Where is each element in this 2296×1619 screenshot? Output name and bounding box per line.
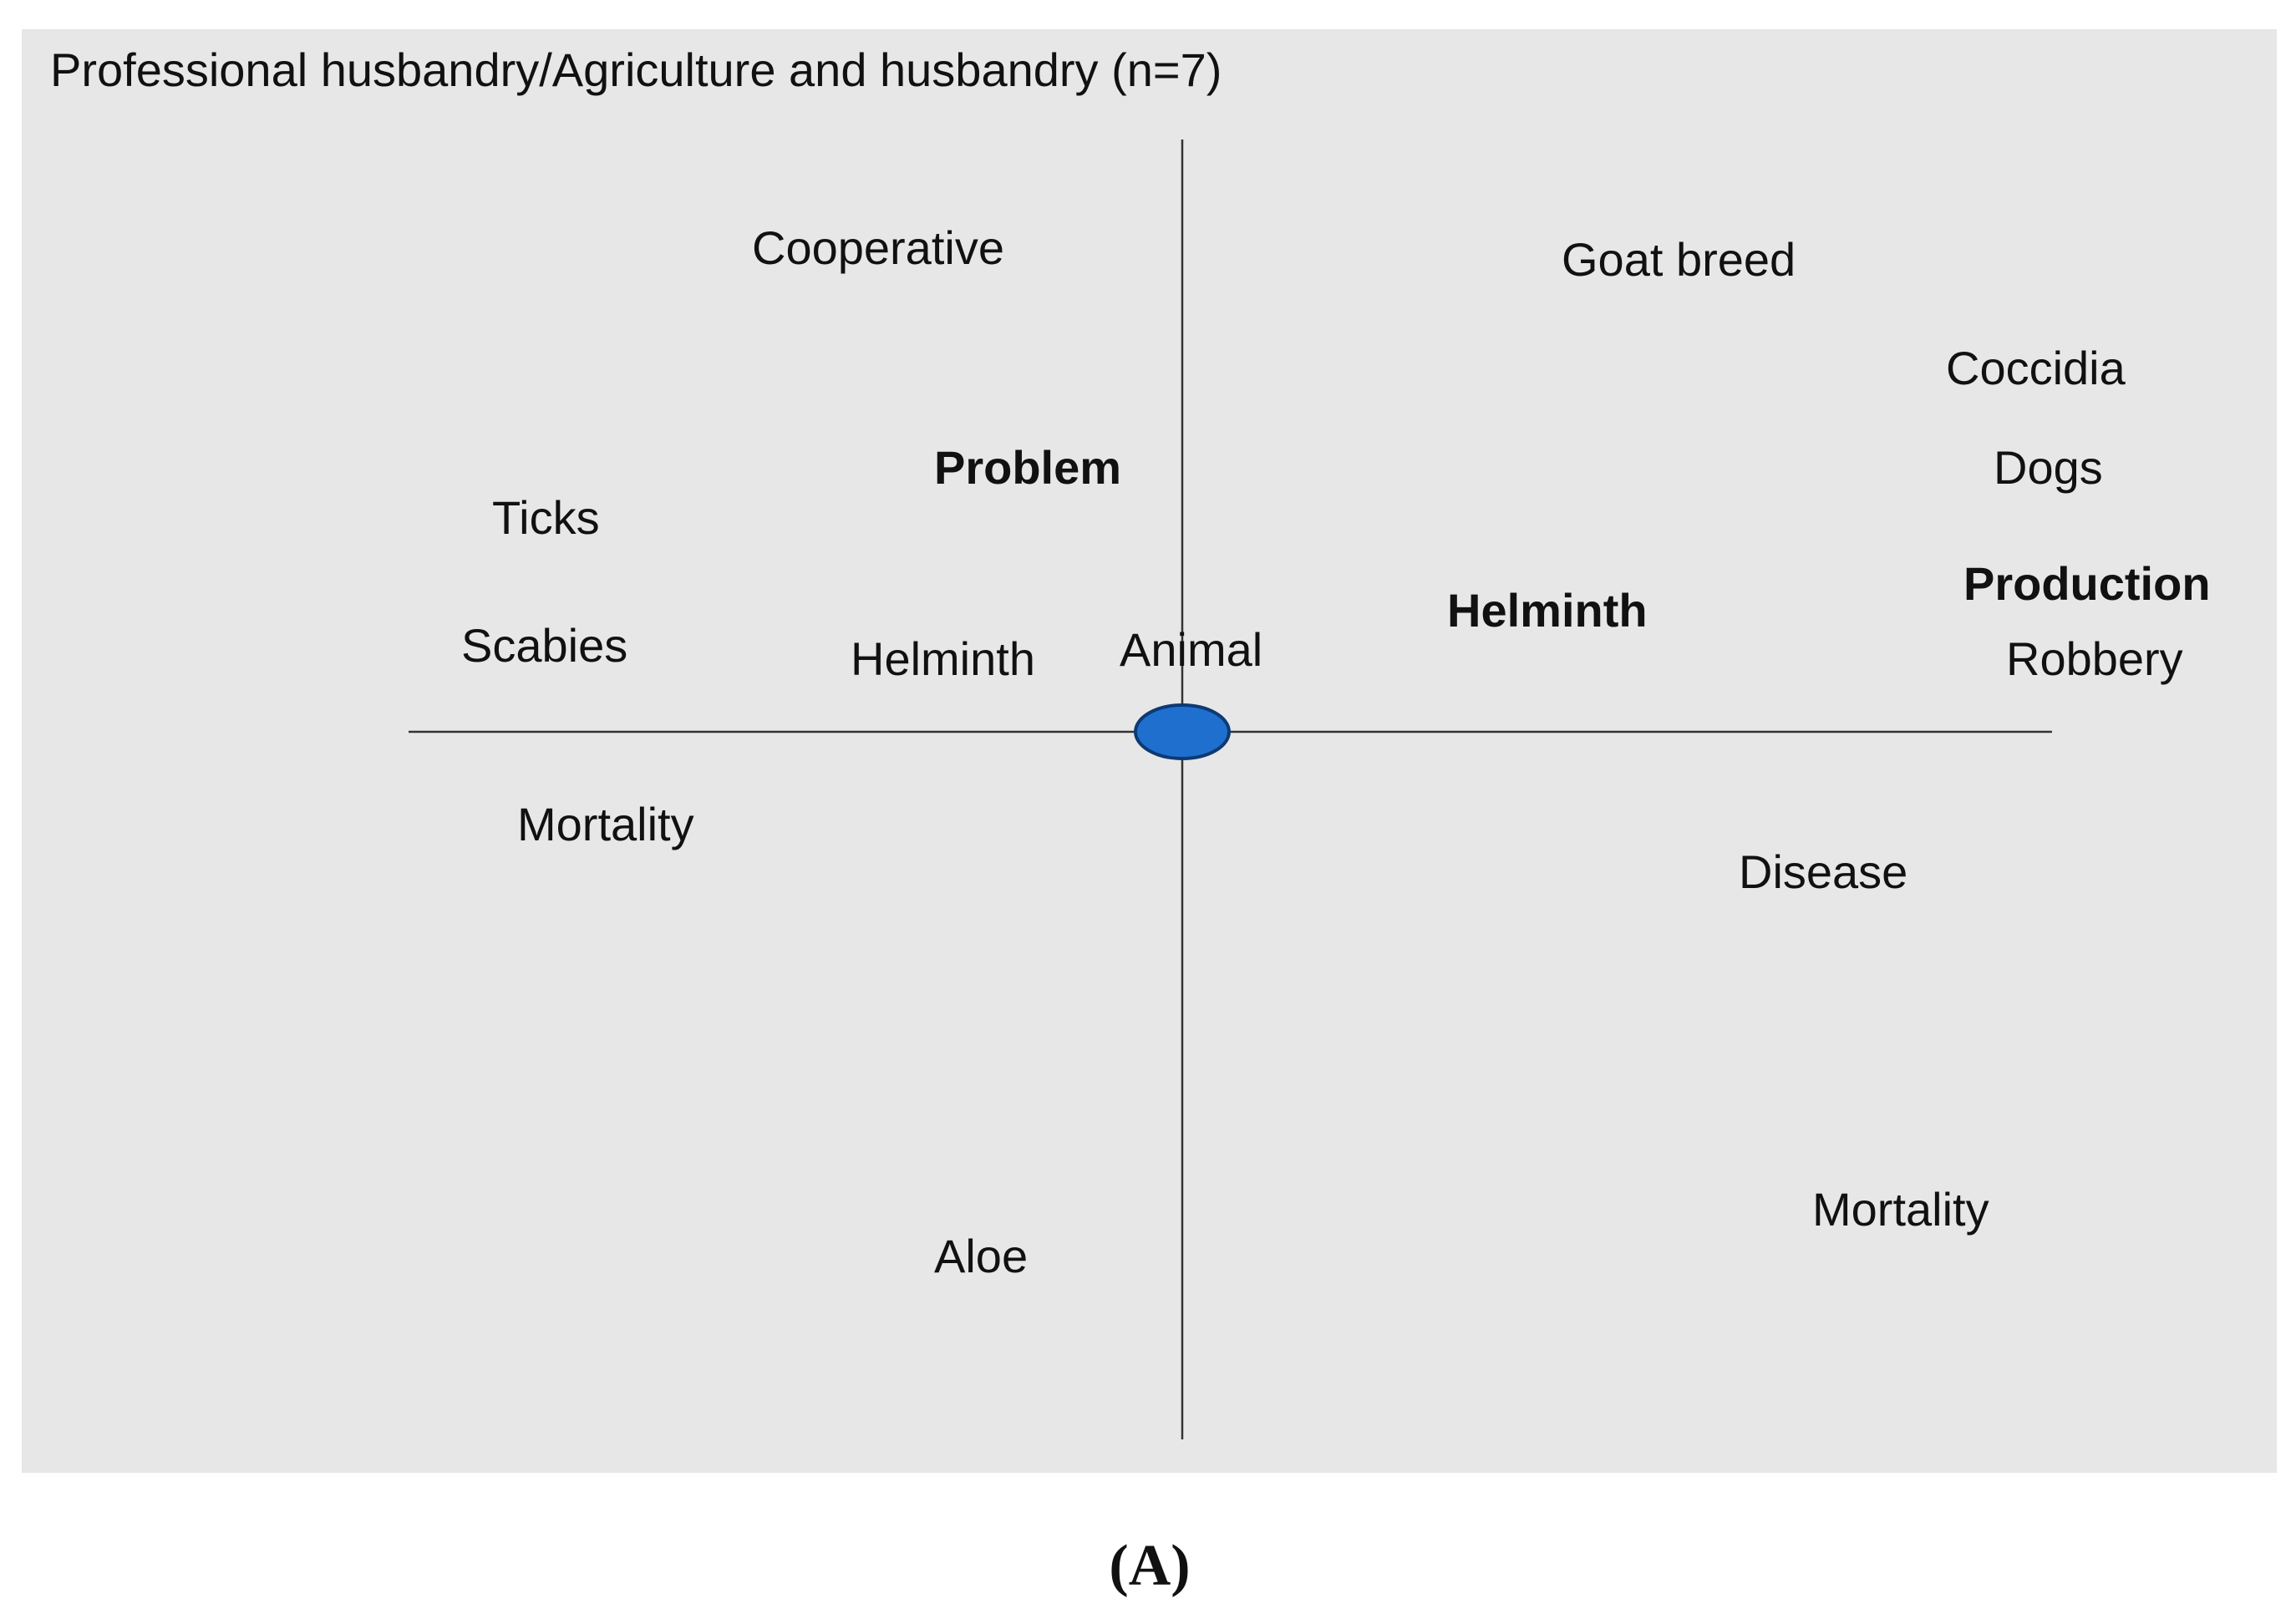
panel-title: Professional husbandry/Agriculture and h… (50, 43, 1222, 96)
center-node (1134, 703, 1231, 760)
word-label: Scabies (461, 619, 627, 672)
word-group: Cooperative Goat breed Coccidia Problem Dogs… (461, 221, 2211, 1282)
word-label: Mortality (1812, 1183, 1989, 1236)
word-label: Cooperative (752, 221, 1004, 274)
word-label: Goat breed (1562, 233, 1796, 286)
word-label: Helminth (1447, 584, 1648, 637)
word-label: Coccidia (1946, 342, 2126, 394)
center-label: Animal (1120, 623, 1262, 676)
word-label: Problem (934, 441, 1121, 494)
word-label: Aloe (934, 1230, 1028, 1282)
word-label: Disease (1739, 845, 1907, 898)
word-label: Mortality (517, 798, 694, 850)
word-label: Production (1963, 557, 2211, 610)
word-label: Helminth (851, 632, 1035, 685)
caption: (A) (1109, 1534, 1190, 1598)
word-label: Dogs (1994, 441, 2103, 494)
word-label: Ticks (492, 491, 600, 544)
word-label: Robbery (2006, 632, 2183, 685)
